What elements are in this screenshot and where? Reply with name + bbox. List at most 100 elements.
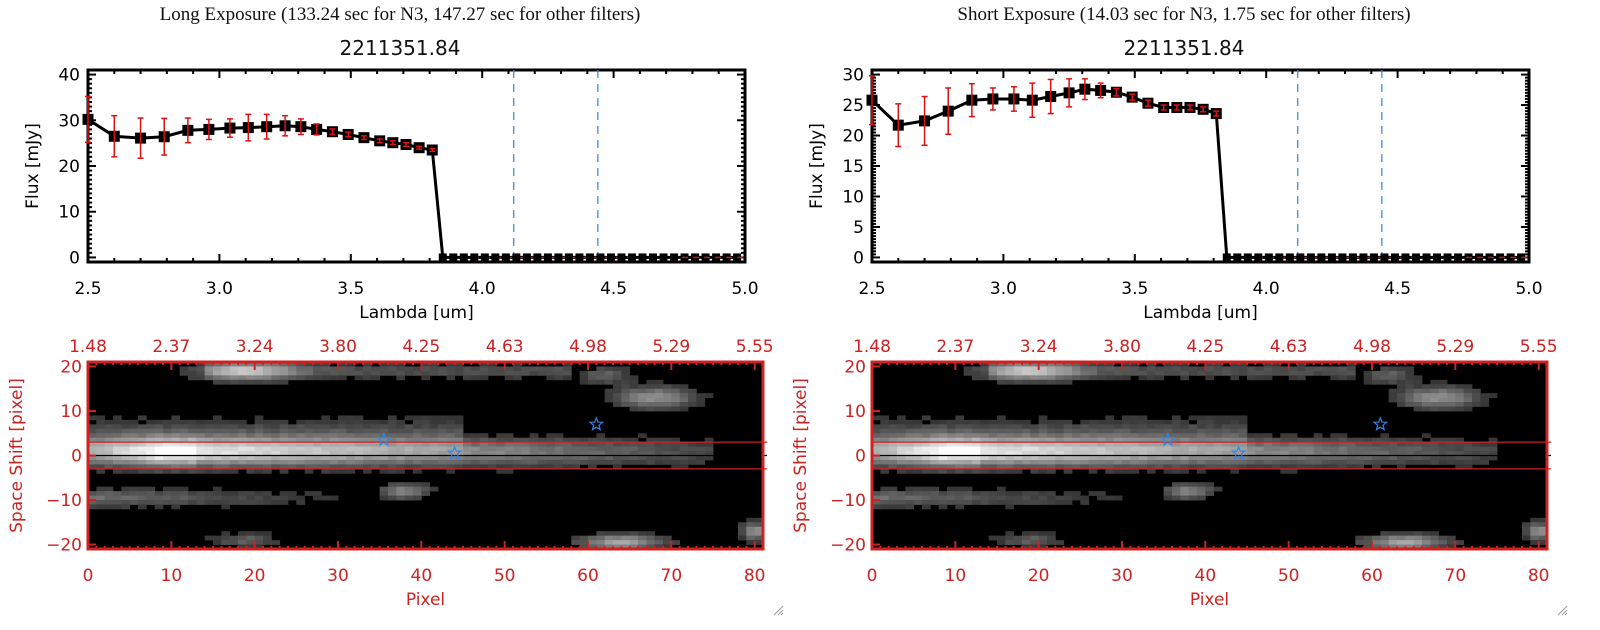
image-pixel (1288, 442, 1298, 447)
image-pixel (688, 442, 697, 447)
image-pixel (646, 459, 656, 465)
image-pixel (1447, 535, 1456, 541)
image-pixel (221, 455, 231, 461)
x-axis-label: Pixel (1190, 590, 1229, 610)
image-pixel (246, 362, 256, 367)
image-pixel (429, 419, 439, 425)
image-pixel (229, 370, 239, 376)
image-pixel (1338, 433, 1348, 439)
image-pixel (997, 442, 1006, 447)
image-pixel (1022, 459, 1031, 465)
data-point (1422, 253, 1431, 262)
image-pixel (1155, 424, 1165, 430)
image-pixel (1422, 451, 1431, 456)
image-pixel (1213, 362, 1223, 367)
data-point (670, 253, 679, 262)
image-pixel (196, 459, 206, 465)
image-pixel (1205, 428, 1215, 434)
image-pixel (654, 402, 664, 407)
image-pixel (872, 500, 881, 505)
image-pixel (1438, 451, 1448, 456)
image-pixel (1530, 531, 1540, 537)
image-pixel (496, 446, 506, 452)
image-pixel (363, 451, 372, 456)
image-pixel (1180, 370, 1190, 376)
resize-grip-icon[interactable] (1556, 604, 1568, 616)
image-pixel (621, 455, 631, 461)
image-pixel (221, 375, 231, 381)
image-pixel (1355, 535, 1365, 541)
image-pixel (955, 468, 965, 474)
image-pixel (179, 491, 189, 496)
image-pixel (254, 455, 264, 461)
image-pixel (296, 370, 306, 376)
image-pixel (1147, 419, 1156, 425)
image-pixel (1288, 451, 1298, 456)
image-pixel (1388, 455, 1398, 461)
image-pixel (204, 375, 214, 381)
image-pixel (596, 437, 606, 443)
image-pixel (1430, 459, 1440, 465)
top-wavelength-tick-label: 3.24 (1020, 337, 1058, 357)
image-pixel (1097, 459, 1106, 465)
image-pixel (338, 464, 347, 470)
image-pixel (1022, 424, 1031, 430)
image-pixel (379, 428, 389, 434)
image-pixel (872, 464, 881, 470)
image-pixel (254, 437, 264, 443)
image-pixel (1380, 451, 1390, 456)
image-pixel (1397, 402, 1406, 407)
image-pixel (138, 437, 147, 443)
image-pixel (229, 442, 239, 447)
image-pixel (1422, 535, 1431, 541)
image-pixel (1080, 464, 1090, 470)
image-pixel (1030, 446, 1040, 452)
image-pixel (997, 415, 1006, 421)
image-pixel (1163, 424, 1173, 430)
image-pixel (1305, 459, 1315, 465)
image-pixel (1430, 531, 1440, 537)
image-pixel (596, 544, 606, 550)
image-pixel (654, 451, 664, 456)
image-pixel (1113, 433, 1123, 439)
image-pixel (213, 535, 222, 541)
image-pixel (1472, 388, 1481, 394)
image-pixel (1222, 451, 1231, 456)
image-pixel (263, 491, 272, 496)
image-pixel (429, 442, 439, 447)
image-pixel (279, 495, 289, 501)
image-pixel (663, 384, 672, 390)
image-pixel (1355, 455, 1365, 461)
image-pixel (121, 451, 131, 456)
image-pixel (1072, 375, 1081, 381)
image-pixel (113, 437, 122, 443)
data-point (480, 253, 489, 262)
image-pixel (646, 397, 656, 403)
image-pixel (754, 535, 764, 541)
image-pixel (997, 362, 1006, 367)
image-pixel (346, 442, 356, 447)
image-pixel (1397, 393, 1406, 399)
image-pixel (1088, 455, 1098, 461)
image-pixel (638, 442, 647, 447)
y-tick-label: 0 (71, 447, 82, 467)
image-pixel (1122, 433, 1131, 439)
image-pixel (972, 433, 981, 439)
image-pixel (121, 500, 131, 505)
image-pixel (947, 446, 956, 452)
image-pixel (121, 464, 131, 470)
image-pixel (238, 451, 247, 456)
image-pixel (963, 500, 973, 505)
image-pixel (947, 424, 956, 430)
image-pixel (1022, 495, 1031, 501)
image-pixel (1163, 464, 1173, 470)
image-pixel (1147, 370, 1156, 376)
resize-grip-icon[interactable] (772, 604, 784, 616)
image-pixel (329, 433, 339, 439)
image-pixel (129, 491, 139, 496)
image-pixel (1263, 459, 1273, 465)
image-pixel (446, 375, 456, 381)
image-pixel (246, 424, 256, 430)
y-tick-label: 10 (60, 402, 82, 422)
image-pixel (88, 415, 97, 421)
